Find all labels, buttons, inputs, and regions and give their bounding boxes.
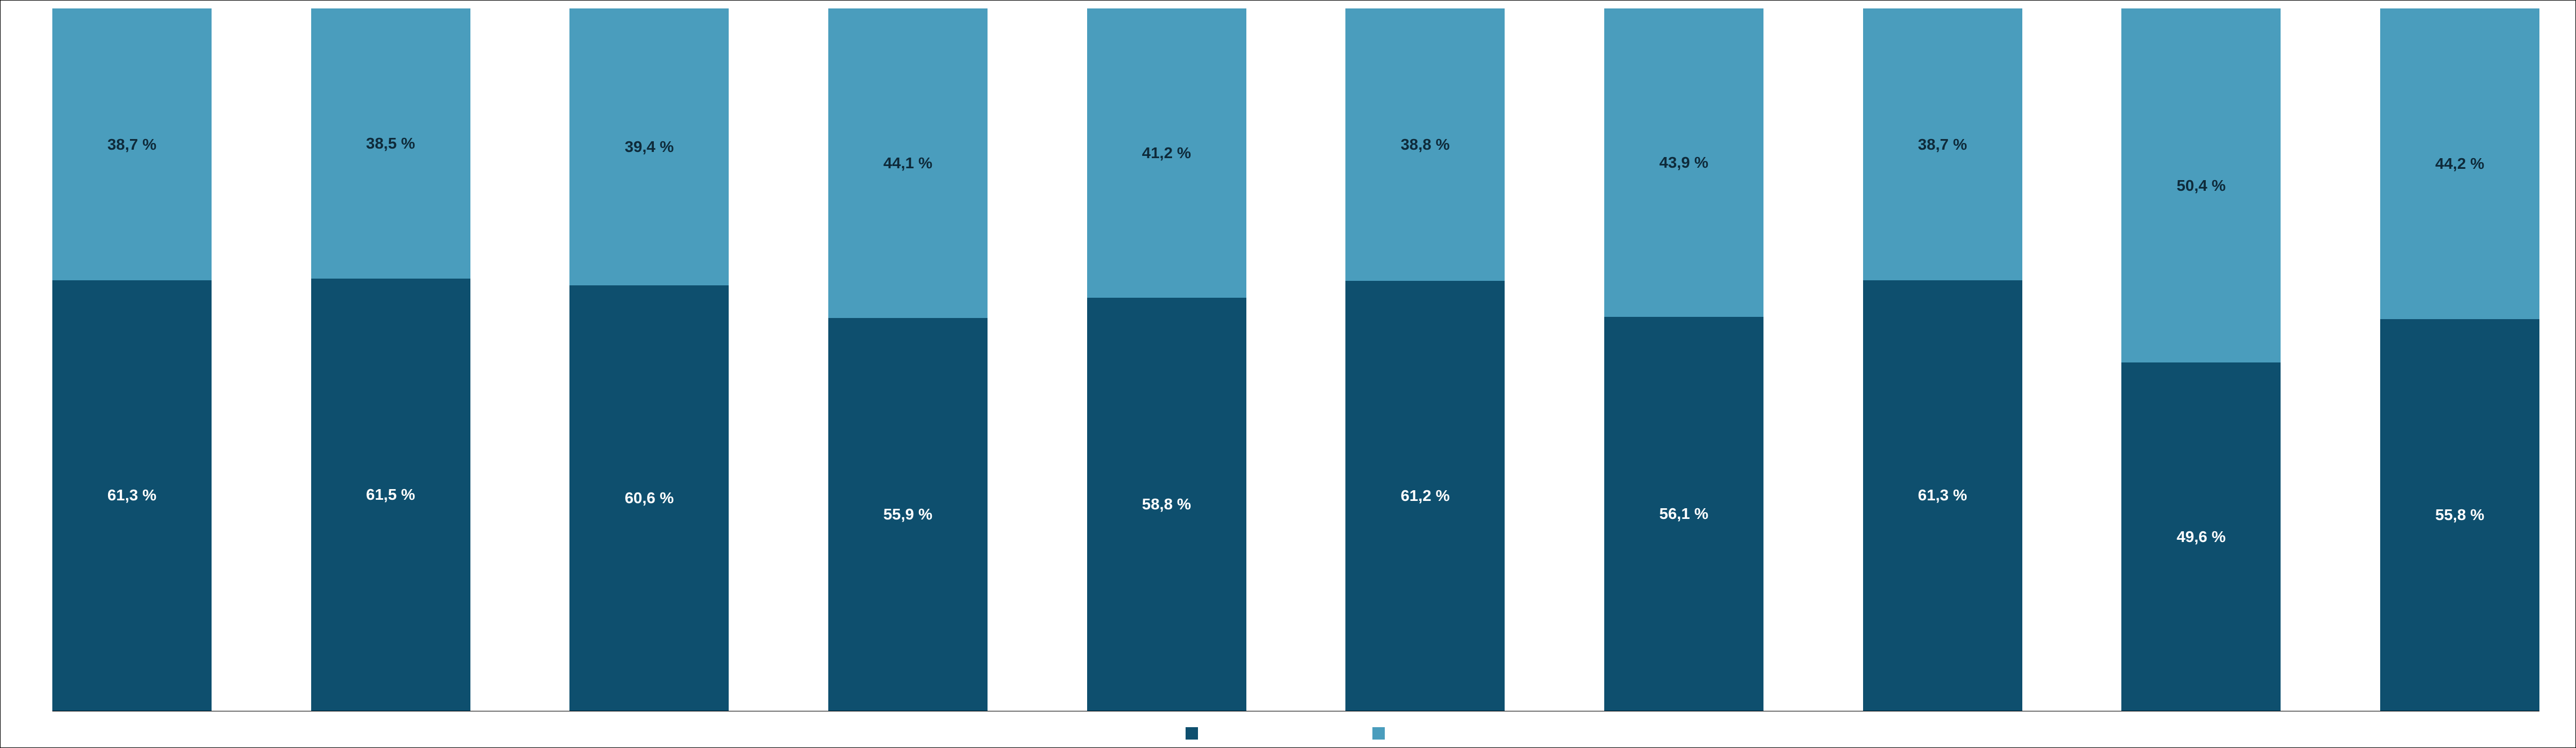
bar-3-top-value: 44,1 % (883, 154, 932, 172)
bar-2: 39,4 % 60,6 % (569, 8, 729, 711)
bar-2-top-value: 39,4 % (625, 138, 674, 156)
legend-item-bottom (1186, 727, 1204, 740)
bar-0: 38,7 % 61,3 % (52, 8, 212, 711)
bar-7-top: 38,7 % (1863, 8, 2022, 280)
stacked-bar-chart: 38,7 % 61,3 % 38,5 % 61,5 % 39,4 % 60,6 % 44,1… (0, 0, 2576, 748)
legend-swatch-top (1372, 727, 1385, 740)
bar-5-top: 38,8 % (1345, 8, 1505, 281)
bar-6-bottom-value: 56,1 % (1659, 505, 1708, 523)
bar-4: 41,2 % 58,8 % (1087, 8, 1246, 711)
bar-9-top: 44,2 % (2380, 8, 2539, 319)
bar-8-bottom-value: 49,6 % (2176, 528, 2225, 546)
bar-5-bottom: 61,2 % (1345, 281, 1505, 711)
bar-6-bottom: 56,1 % (1604, 317, 1763, 711)
bar-0-bottom: 61,3 % (52, 280, 212, 711)
bar-4-top-value: 41,2 % (1142, 144, 1191, 162)
bar-7-bottom-value: 61,3 % (1918, 486, 1967, 504)
bar-1-bottom-value: 61,5 % (366, 486, 415, 504)
bar-4-bottom-value: 58,8 % (1142, 495, 1191, 513)
bar-6: 43,9 % 56,1 % (1604, 8, 1763, 711)
bar-3-bottom: 55,9 % (828, 318, 988, 711)
legend (13, 711, 2563, 743)
bar-2-bottom: 60,6 % (569, 285, 729, 711)
bar-9-bottom: 55,8 % (2380, 319, 2539, 711)
bar-6-top-value: 43,9 % (1659, 154, 1708, 172)
plot-area: 38,7 % 61,3 % 38,5 % 61,5 % 39,4 % 60,6 % 44,1… (52, 8, 2539, 711)
bar-2-bottom-value: 60,6 % (625, 489, 674, 507)
bar-8-top-value: 50,4 % (2176, 177, 2225, 195)
bar-1-top-value: 38,5 % (366, 135, 415, 153)
bar-7-top-value: 38,7 % (1918, 136, 1967, 154)
bar-3-top: 44,1 % (828, 8, 988, 318)
bar-5: 38,8 % 61,2 % (1345, 8, 1505, 711)
bar-7: 38,7 % 61,3 % (1863, 8, 2022, 711)
bar-4-top: 41,2 % (1087, 8, 1246, 298)
bar-3: 44,1 % 55,9 % (828, 8, 988, 711)
legend-item-top (1372, 727, 1390, 740)
bar-0-bottom-value: 61,3 % (107, 486, 156, 504)
bar-8: 50,4 % 49,6 % (2121, 8, 2281, 711)
legend-swatch-bottom (1186, 727, 1198, 740)
bars-row: 38,7 % 61,3 % 38,5 % 61,5 % 39,4 % 60,6 % 44,1… (52, 8, 2539, 711)
bar-1-bottom: 61,5 % (311, 279, 470, 711)
bar-9-bottom-value: 55,8 % (2435, 506, 2484, 524)
bar-1-top: 38,5 % (311, 8, 470, 279)
bar-5-bottom-value: 61,2 % (1401, 487, 1449, 505)
bar-7-bottom: 61,3 % (1863, 280, 2022, 711)
bar-1: 38,5 % 61,5 % (311, 8, 470, 711)
bar-3-bottom-value: 55,9 % (883, 505, 932, 523)
bar-4-bottom: 58,8 % (1087, 298, 1246, 711)
bar-9-top-value: 44,2 % (2435, 155, 2484, 173)
bar-0-top-value: 38,7 % (107, 136, 156, 154)
bar-8-bottom: 49,6 % (2121, 362, 2281, 711)
bar-5-top-value: 38,8 % (1401, 136, 1449, 154)
bar-9: 44,2 % 55,8 % (2380, 8, 2539, 711)
bar-8-top: 50,4 % (2121, 8, 2281, 362)
bar-2-top: 39,4 % (569, 8, 729, 285)
bar-0-top: 38,7 % (52, 8, 212, 280)
bar-6-top: 43,9 % (1604, 8, 1763, 317)
